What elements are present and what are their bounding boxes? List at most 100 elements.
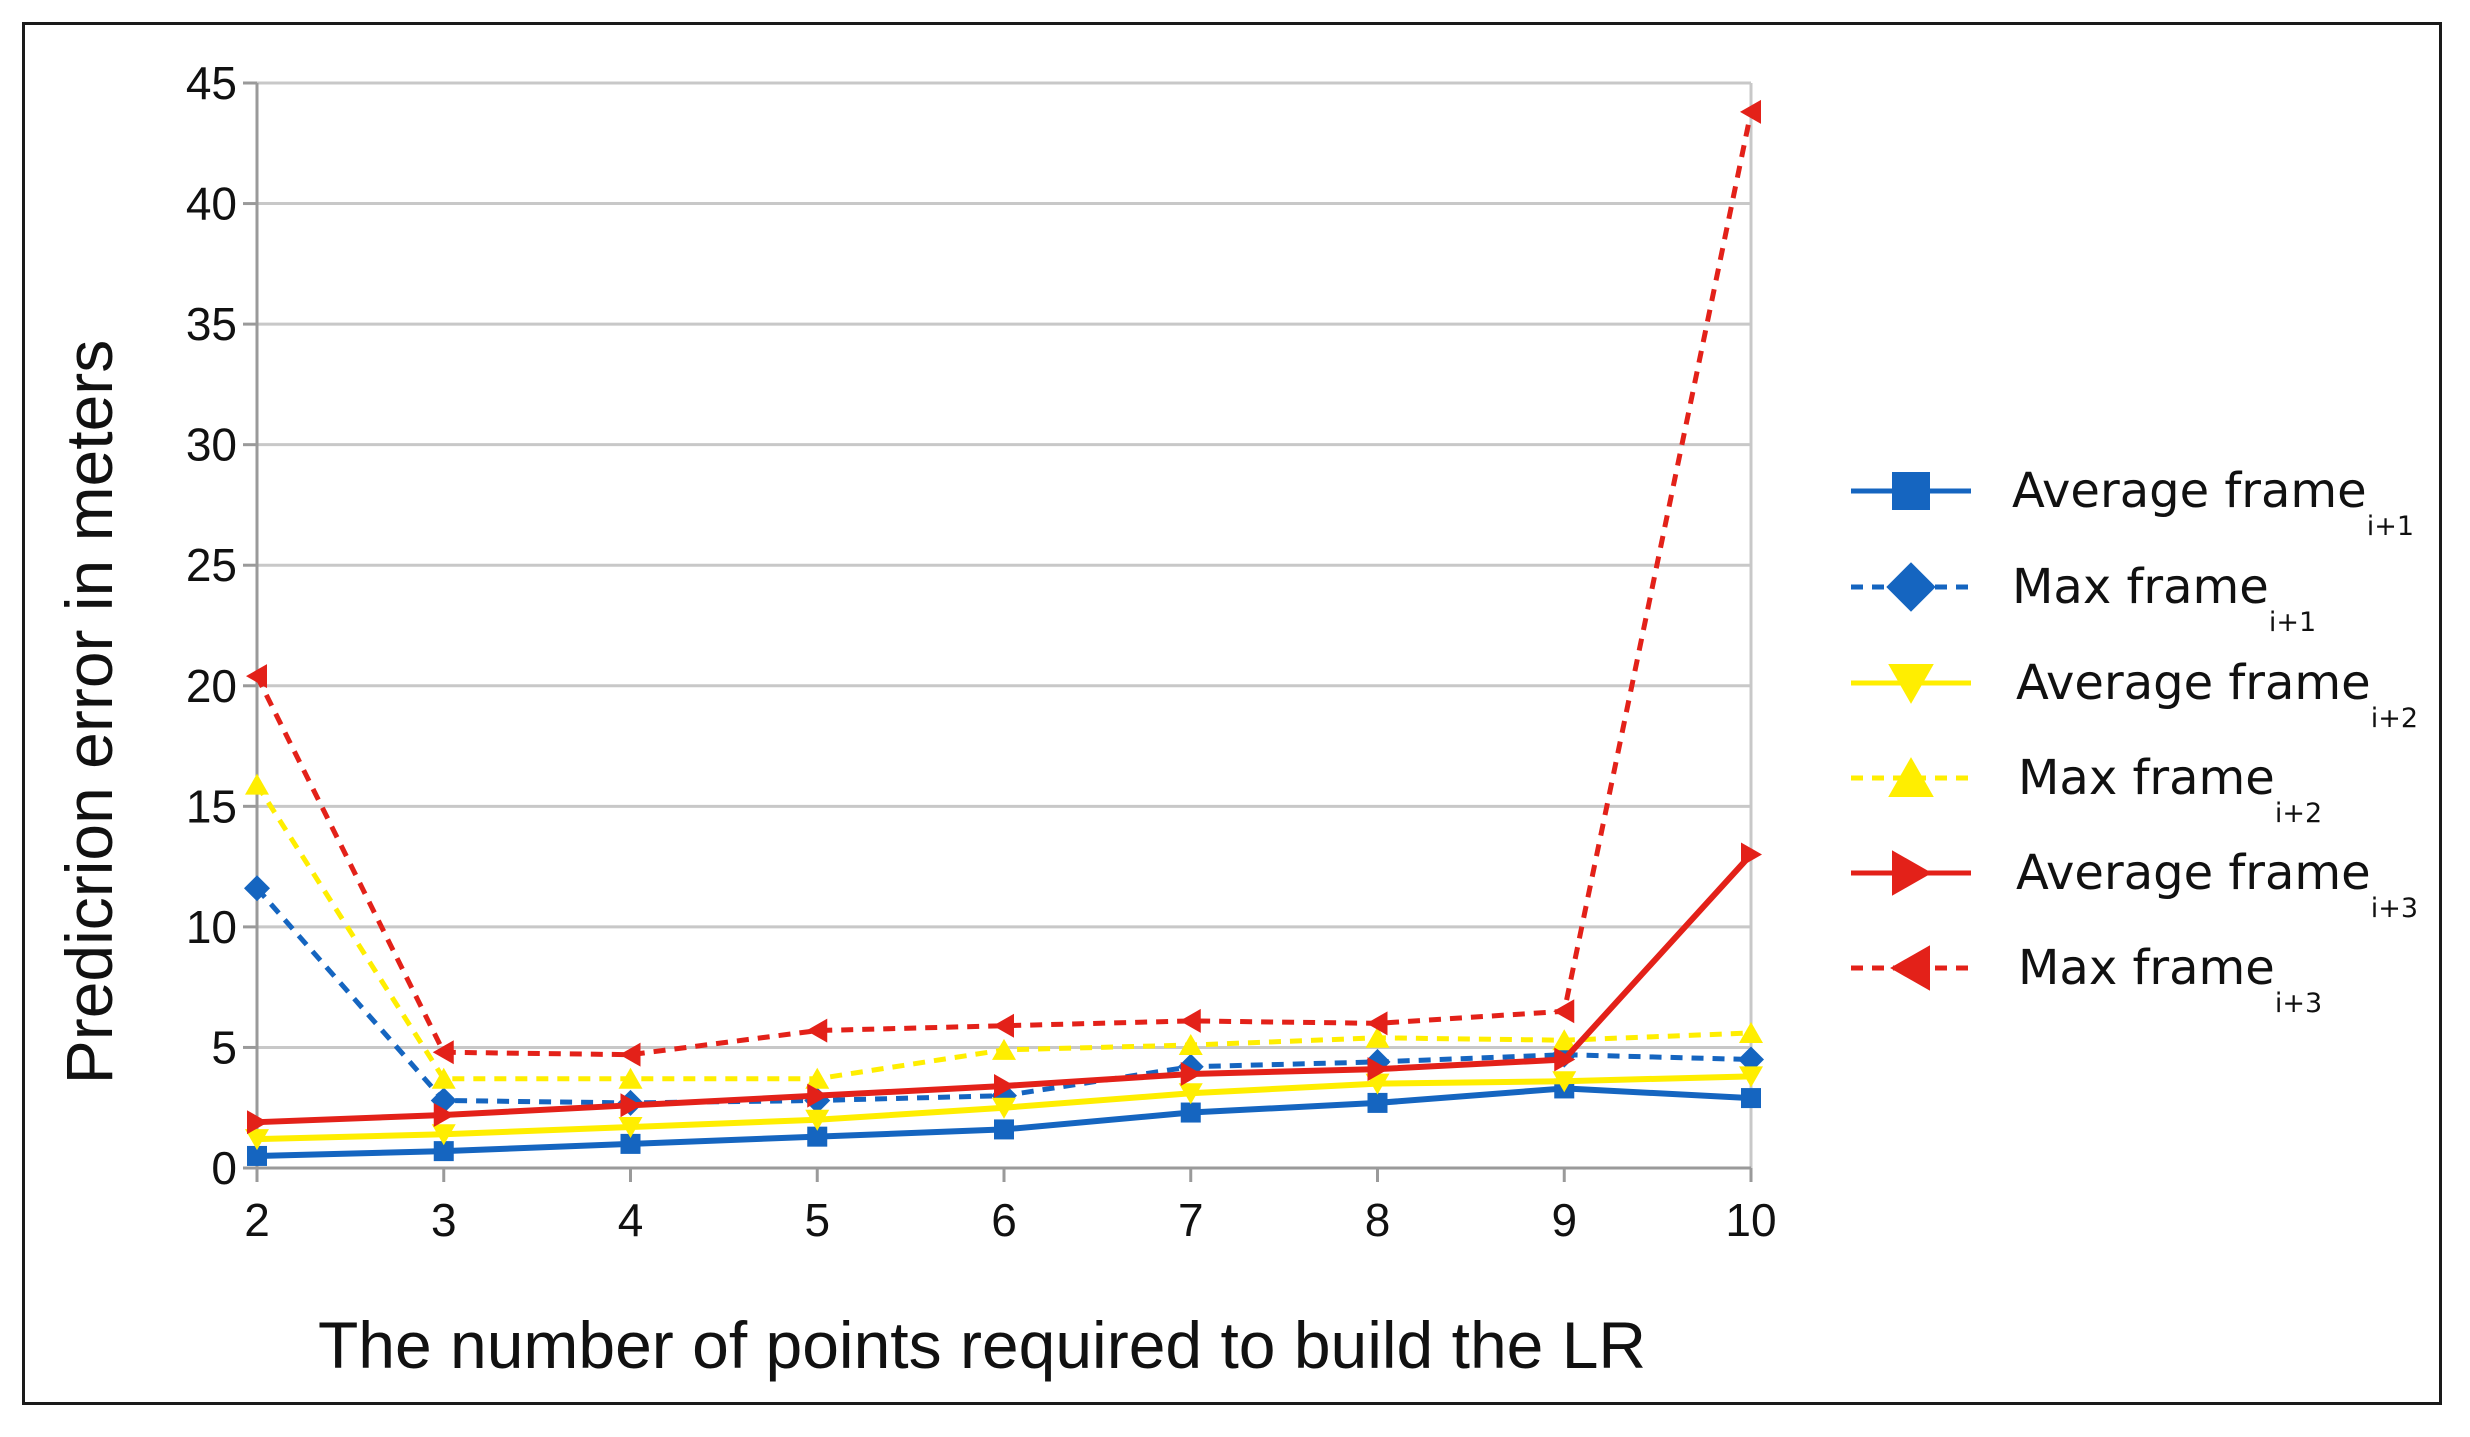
data-point (245, 1129, 269, 1151)
y-tick-label: 5 (211, 1021, 237, 1073)
legend-item: Average framei+2 (1851, 655, 2418, 734)
x-axis-title: The number of points required to build t… (318, 1308, 1646, 1382)
data-point (1553, 999, 1575, 1024)
data-point (432, 1040, 454, 1065)
data-point (1740, 99, 1761, 124)
data-point (1178, 1083, 1203, 1105)
legend-swatch-marker (1888, 664, 1934, 704)
legend-label: Max framei+1 (2012, 559, 2316, 638)
y-tick-label: 20 (186, 660, 237, 712)
y-axis-title: Predicrion error in meters (52, 340, 126, 1085)
x-tick-label: 6 (991, 1194, 1017, 1246)
y-tick-labels: 0 5 10 15 20 25 30 35 40 45 (186, 57, 237, 1194)
series-0 (247, 1078, 1761, 1166)
data-point (433, 1141, 454, 1162)
legend: Average framei+1 Max framei+1 Average fram… (1851, 463, 2418, 1019)
series-5 (246, 99, 1761, 1067)
data-point (805, 1109, 830, 1131)
data-point (807, 1126, 828, 1147)
legend-label: Max framei+2 (2018, 750, 2322, 829)
data-point (618, 1117, 643, 1139)
series-line (254, 783, 1752, 1082)
data-point (1552, 1071, 1577, 1093)
gridlines (257, 81, 1753, 1168)
data-point (992, 1097, 1016, 1119)
x-tick-label: 9 (1551, 1194, 1577, 1246)
data-point (994, 1074, 1015, 1099)
x-tick-label: 3 (431, 1194, 457, 1246)
data-point (807, 1083, 829, 1108)
legend-item: Average framei+1 (1851, 463, 2414, 542)
data-point (247, 1110, 268, 1135)
data-point (1741, 842, 1762, 867)
data-point (244, 875, 270, 902)
y-tick-label: 15 (186, 780, 237, 832)
data-point (1739, 1021, 1763, 1043)
y-tick-label: 40 (186, 178, 237, 230)
legend-swatch-marker (1886, 562, 1936, 612)
series-3 (245, 773, 1763, 1089)
x-tick-label: 10 (1725, 1194, 1776, 1246)
data-point (993, 1013, 1014, 1038)
y-tick-label: 25 (186, 539, 237, 591)
legend-swatch-marker (1892, 850, 1932, 896)
data-point (806, 1018, 828, 1043)
data-point (619, 1042, 641, 1067)
data-point (1365, 1026, 1390, 1048)
data-point (1554, 1047, 1576, 1072)
y-tick-label: 35 (186, 298, 237, 350)
y-tick-label: 0 (211, 1142, 237, 1194)
legend-label: Average framei+3 (2016, 845, 2418, 924)
data-point (246, 664, 267, 689)
data-point (620, 1093, 642, 1118)
data-point (247, 1145, 267, 1166)
data-point (992, 1038, 1016, 1060)
series-2 (245, 1066, 1763, 1151)
series-line (255, 886, 1752, 1106)
x-tick-label: 5 (804, 1194, 830, 1246)
legend-item: Max framei+2 (1851, 750, 2322, 829)
x-tick-label: 7 (1178, 1194, 1204, 1246)
series-group (244, 99, 1764, 1166)
data-point (1552, 1029, 1577, 1051)
legend-item: Average framei+3 (1851, 845, 2418, 924)
data-point (1179, 1008, 1201, 1033)
data-point (1741, 1088, 1761, 1109)
data-point (431, 1124, 456, 1146)
legend-swatch-marker (1892, 472, 1930, 510)
data-point (618, 1067, 643, 1089)
data-point (433, 1102, 455, 1127)
series-4 (247, 842, 1762, 1135)
data-point (1739, 1066, 1763, 1088)
series-line (254, 111, 1754, 1058)
data-point (1365, 1073, 1390, 1095)
data-point (620, 1133, 641, 1154)
legend-item: Max framei+3 (1851, 940, 2322, 1019)
legend-label: Average framei+2 (2016, 655, 2418, 734)
data-point (1178, 1034, 1203, 1056)
legend-label: Max framei+3 (2018, 940, 2322, 1019)
x-tick-label: 4 (618, 1194, 644, 1246)
y-tick-label: 30 (186, 419, 237, 471)
axes (243, 81, 1753, 1182)
x-tick-label: 8 (1365, 1194, 1391, 1246)
legend-item: Max framei+1 (1851, 559, 2316, 638)
data-point (1180, 1102, 1201, 1123)
legend-swatch-marker (1890, 945, 1930, 991)
data-point (805, 1067, 830, 1089)
data-point (1367, 1057, 1389, 1082)
data-point (431, 1067, 456, 1089)
data-point (1366, 1011, 1388, 1036)
y-tick-label: 10 (186, 901, 237, 953)
chart-frame (22, 22, 2442, 1405)
x-tick-labels: 2 3 4 5 6 7 8 9 10 (244, 1194, 1776, 1246)
data-point (1180, 1061, 1202, 1086)
data-point (245, 773, 269, 795)
y-tick-label: 45 (186, 57, 237, 109)
data-point (994, 1119, 1014, 1140)
legend-label: Average framei+1 (2012, 463, 2414, 542)
data-point (1367, 1092, 1388, 1113)
x-tick-label: 2 (244, 1194, 270, 1246)
data-point (1738, 1046, 1764, 1073)
